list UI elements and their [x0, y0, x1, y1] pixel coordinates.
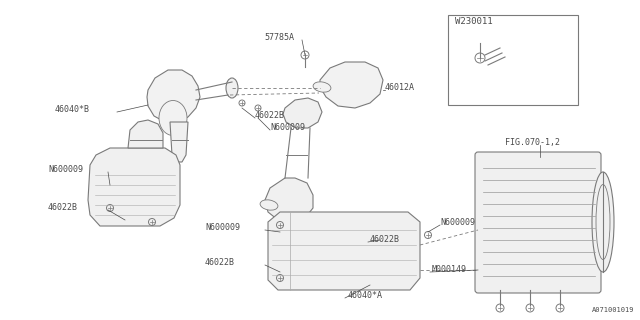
Text: M000149: M000149: [432, 265, 467, 274]
Polygon shape: [265, 178, 313, 222]
Polygon shape: [128, 120, 163, 148]
Ellipse shape: [596, 185, 610, 260]
Text: 46022B: 46022B: [48, 203, 78, 212]
Text: N600009: N600009: [205, 223, 240, 232]
Text: A071001019: A071001019: [591, 307, 634, 313]
Ellipse shape: [159, 100, 187, 135]
Bar: [448, 15, 578, 105]
Text: 46040*A: 46040*A: [348, 291, 383, 300]
Text: 46022B: 46022B: [370, 235, 400, 244]
Text: FIG.070-1,2: FIG.070-1,2: [505, 138, 560, 147]
Polygon shape: [283, 98, 322, 128]
Ellipse shape: [592, 172, 614, 272]
Text: 46012A: 46012A: [385, 83, 415, 92]
Ellipse shape: [226, 78, 238, 98]
Text: 46022B: 46022B: [255, 111, 285, 120]
Polygon shape: [147, 70, 200, 122]
Ellipse shape: [260, 200, 278, 210]
Polygon shape: [268, 212, 420, 290]
Polygon shape: [170, 122, 188, 162]
Text: 57785A: 57785A: [264, 33, 294, 42]
Text: 46022B: 46022B: [205, 258, 235, 267]
Text: N600009: N600009: [270, 123, 305, 132]
Text: 46040*B: 46040*B: [55, 105, 90, 114]
Polygon shape: [320, 62, 383, 108]
Text: W230011: W230011: [455, 18, 493, 27]
Ellipse shape: [313, 82, 331, 92]
Text: N600009: N600009: [48, 165, 83, 174]
Text: N600009: N600009: [440, 218, 475, 227]
Polygon shape: [88, 148, 180, 226]
FancyBboxPatch shape: [475, 152, 601, 293]
